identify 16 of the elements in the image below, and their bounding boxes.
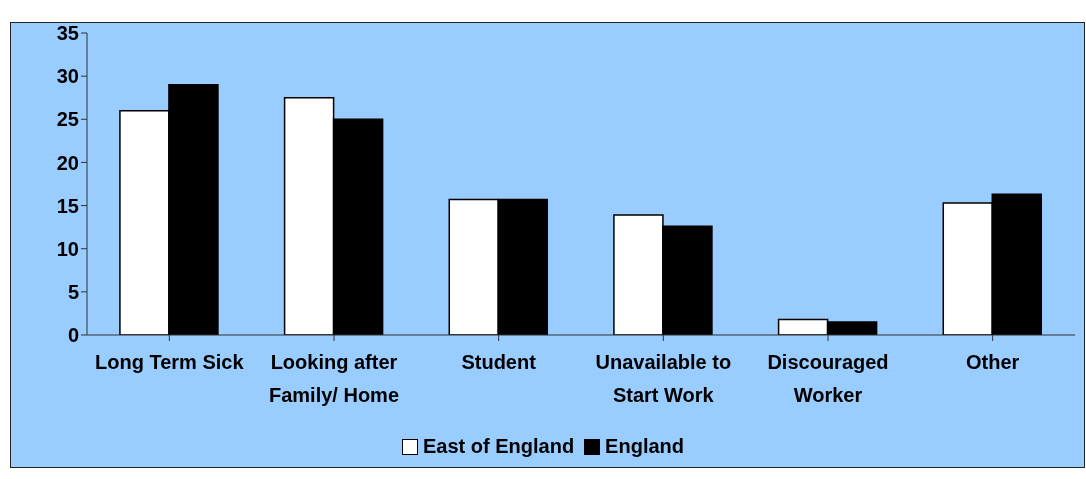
y-tick-label: 35 [56,22,79,45]
y-tick-label: 0 [67,324,79,347]
y-tick-label: 30 [56,65,79,88]
legend-label: England [604,435,684,458]
y-tick-label: 25 [56,108,79,131]
y-tick-label: 15 [56,194,79,217]
x-tick-label: Looking after Family/ Home [268,351,400,406]
x-tick-label: Long Term Sick [95,351,245,373]
y-tick-label: 10 [56,237,79,260]
legend-label: East of England [422,435,575,458]
x-tick-label: Student [461,351,537,373]
y-tick-label: 20 [56,151,79,174]
x-tick-label: Discouraged Worker [767,351,889,406]
x-tick-label: Unavailable to Start Work [595,351,732,406]
x-tick-label: Other [965,351,1020,373]
y-tick-label: 5 [67,280,79,303]
